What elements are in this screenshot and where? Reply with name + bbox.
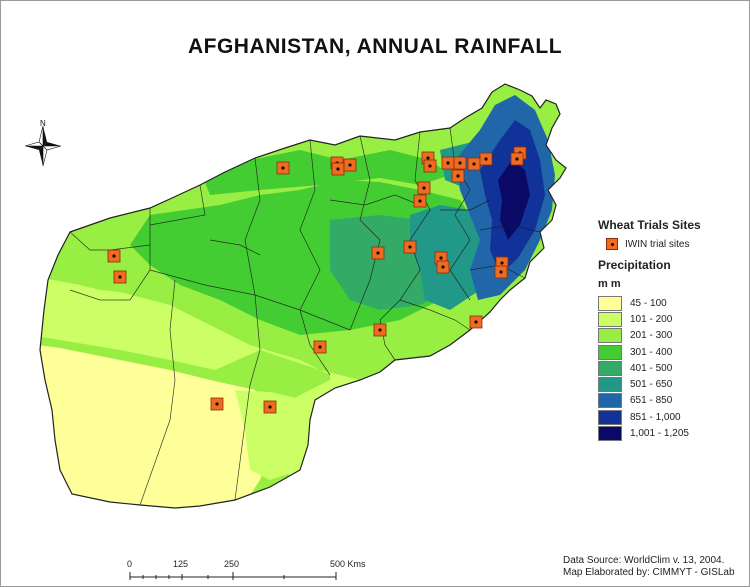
trial-site-marker[interactable] — [417, 181, 431, 195]
legend-class-row: 401 - 500 — [598, 360, 748, 376]
credits-author: Map Elaborated by: CIMMYT - GISLab — [563, 567, 735, 578]
legend-swatch — [598, 377, 622, 393]
trial-site-marker[interactable] — [276, 161, 290, 175]
trial-site-marker[interactable] — [403, 240, 417, 254]
trial-site-marker[interactable] — [413, 194, 427, 208]
scale-tick-500: 500 Kms — [330, 559, 366, 569]
legend-precip-heading: Precipitation — [598, 258, 671, 272]
scale-tick-250: 250 — [224, 559, 239, 569]
trial-site-marker[interactable] — [371, 246, 385, 260]
legend-class-row: 101 - 200 — [598, 311, 748, 327]
trial-site-marker[interactable] — [453, 156, 467, 170]
trial-site-marker[interactable] — [451, 169, 465, 183]
trial-site-marker[interactable] — [441, 156, 455, 170]
legend-swatch — [598, 426, 622, 442]
legend-swatch — [598, 360, 622, 376]
trial-site-marker[interactable] — [510, 152, 524, 166]
legend-class-label: 101 - 200 — [630, 313, 673, 325]
legend-class-label: 401 - 500 — [630, 362, 673, 374]
legend-class-label: 1,001 - 1,205 — [630, 428, 689, 440]
legend-sites-heading: Wheat Trials Sites — [598, 218, 701, 232]
trial-site-marker[interactable] — [331, 162, 345, 176]
trial-site-marker[interactable] — [479, 152, 493, 166]
trial-site-symbol-icon — [606, 238, 618, 250]
legend-class-label: 201 - 300 — [630, 330, 673, 342]
legend-class-row: 1,001 - 1,205 — [598, 425, 748, 442]
trial-site-marker[interactable] — [373, 323, 387, 337]
scale-bar: 0 125 250 500 Kms — [127, 559, 366, 580]
scale-tick-125: 125 — [173, 559, 188, 569]
legend-swatch — [598, 409, 622, 425]
legend-swatch — [598, 393, 622, 409]
legend-swatch — [598, 311, 622, 327]
trial-site-marker[interactable] — [494, 265, 508, 279]
legend-site-entry: IWIN trial sites — [606, 238, 748, 250]
legend-class-label: 301 - 400 — [630, 346, 673, 358]
legend-class-label: 501 - 650 — [630, 379, 673, 391]
north-arrow — [24, 125, 62, 167]
legend-class-label: 651 - 850 — [630, 395, 673, 407]
scale-tick-0: 0 — [127, 559, 132, 569]
trial-site-marker[interactable] — [107, 249, 121, 263]
province-boundaries — [69, 127, 541, 506]
map-title: AFGHANISTAN, ANNUAL RAINFALL — [187, 35, 563, 58]
trial-site-marker[interactable] — [313, 340, 327, 354]
legend-class-row: 851 - 1,000 — [598, 409, 748, 425]
legend-swatch — [598, 328, 622, 344]
trial-site-marker[interactable] — [263, 400, 277, 414]
legend-swatch — [598, 295, 622, 311]
trial-site-marker[interactable] — [113, 270, 127, 284]
legend-swatch — [598, 344, 622, 360]
trial-site-marker[interactable] — [469, 315, 483, 329]
legend-class-row: 301 - 400 — [598, 344, 748, 360]
legend-class-label: 851 - 1,000 — [630, 411, 681, 423]
trial-site-marker[interactable] — [423, 159, 437, 173]
legend-class-row: 45 - 100 — [598, 295, 748, 311]
legend-class-row: 651 - 850 — [598, 393, 748, 409]
trial-site-marker[interactable] — [467, 157, 481, 171]
trial-sites — [107, 146, 527, 414]
north-label: N — [40, 119, 46, 128]
trial-site-marker[interactable] — [210, 397, 224, 411]
legend: Wheat Trials Sites IWIN trial sites Prec… — [598, 218, 748, 442]
legend-site-label: IWIN trial sites — [625, 238, 690, 250]
trial-site-marker[interactable] — [436, 260, 450, 274]
legend-class-row: 501 - 650 — [598, 376, 748, 393]
credits-source: Data Source: WorldClim v. 13, 2004. — [563, 555, 725, 566]
legend-class-row: 201 - 300 — [598, 328, 748, 344]
credits: Data Source: WorldClim v. 13, 2004. Map … — [563, 555, 735, 579]
trial-site-marker[interactable] — [343, 158, 357, 172]
legend-class-label: 45 - 100 — [630, 297, 667, 309]
legend-precip-units: m m — [598, 278, 621, 290]
legend-classes: 45 - 100 101 - 200 201 - 300 301 - 400 401 -… — [598, 295, 748, 442]
